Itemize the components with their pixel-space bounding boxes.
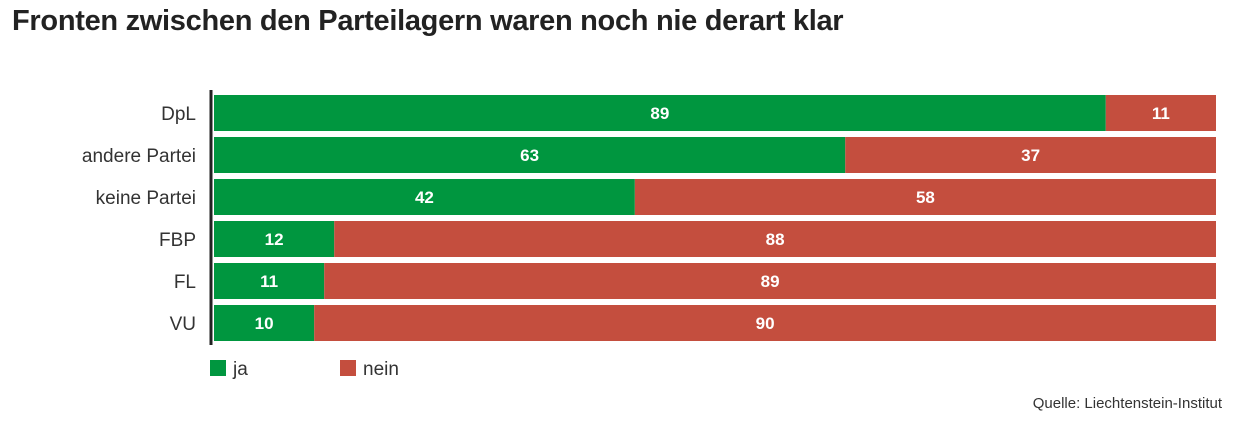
category-label: andere Partei bbox=[82, 146, 196, 167]
bar-nein bbox=[334, 221, 1216, 257]
data-label: 89 bbox=[650, 104, 669, 123]
legend-swatch-nein bbox=[340, 360, 356, 376]
bar-nein bbox=[845, 137, 1216, 173]
bar-ja bbox=[214, 305, 315, 341]
data-label: 63 bbox=[520, 146, 539, 165]
bar-nein bbox=[314, 305, 1216, 341]
data-label: 10 bbox=[255, 314, 274, 333]
bar-ja bbox=[214, 221, 335, 257]
bar-nein bbox=[634, 179, 1216, 215]
bar-ja bbox=[214, 263, 325, 299]
chart-title: Fronten zwischen den Parteilagern waren … bbox=[12, 5, 844, 37]
category-label: FL bbox=[174, 272, 196, 293]
data-label: 37 bbox=[1021, 146, 1040, 165]
legend-label-nein: nein bbox=[363, 359, 399, 380]
legend-swatch-ja bbox=[210, 360, 226, 376]
data-label: 12 bbox=[265, 230, 284, 249]
data-label: 58 bbox=[916, 188, 935, 207]
category-label: keine Partei bbox=[96, 188, 196, 209]
legend-label-ja: ja bbox=[232, 359, 248, 380]
data-label: 42 bbox=[415, 188, 434, 207]
bar-nein bbox=[1105, 95, 1216, 131]
source-note: Quelle: Liechtenstein-Institut bbox=[1032, 395, 1222, 412]
data-label: 89 bbox=[761, 272, 780, 291]
data-label: 11 bbox=[1152, 104, 1170, 123]
data-label: 88 bbox=[766, 230, 785, 249]
category-label: FBP bbox=[159, 230, 196, 251]
bar-ja bbox=[214, 95, 1106, 131]
data-label: 90 bbox=[756, 314, 775, 333]
category-label: DpL bbox=[161, 104, 196, 125]
data-label: 11 bbox=[260, 272, 278, 291]
bar-ja bbox=[214, 179, 635, 215]
bar-nein bbox=[324, 263, 1217, 299]
category-label: VU bbox=[170, 314, 196, 335]
bar-ja bbox=[214, 137, 846, 173]
